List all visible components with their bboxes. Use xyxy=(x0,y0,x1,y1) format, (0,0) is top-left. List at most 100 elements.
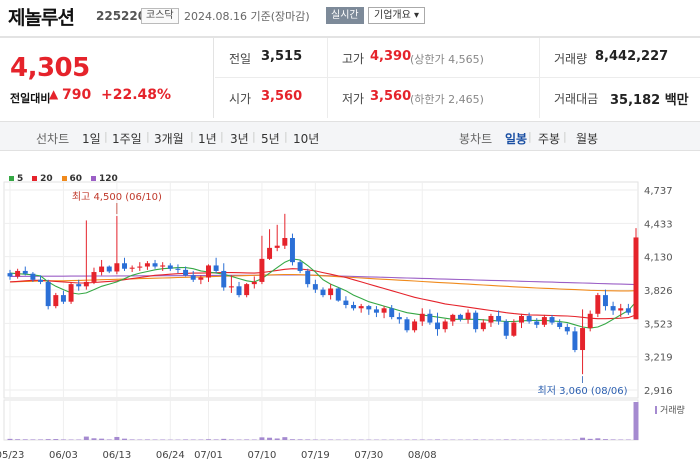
period-3m[interactable]: 3개월 xyxy=(154,132,184,146)
period-1y[interactable]: 1년 xyxy=(198,132,217,146)
period-10y[interactable]: 10년 xyxy=(293,132,320,146)
period-5y[interactable]: 5년 xyxy=(261,132,280,146)
volume-bar xyxy=(572,439,578,440)
candle-body xyxy=(137,266,143,268)
volume-bar xyxy=(435,439,440,440)
volume-bar xyxy=(144,439,150,440)
legend-ma20: 20 xyxy=(32,174,53,184)
volume-bar xyxy=(91,438,97,440)
candle-weekly[interactable]: 주봉 xyxy=(538,132,561,146)
upper-limit: (상한가 4,565) xyxy=(410,53,484,66)
candle-monthly[interactable]: 월봉 xyxy=(576,132,599,146)
candle-body xyxy=(450,314,456,322)
volume-bar xyxy=(267,437,273,440)
candle-body xyxy=(53,295,59,307)
volume-bar xyxy=(473,439,479,440)
volume-bar xyxy=(106,439,112,440)
x-tick-label: 06/13 xyxy=(102,450,131,461)
candle-body xyxy=(7,273,13,277)
y-tick-label: 3,523 xyxy=(644,319,673,330)
candle-body xyxy=(351,304,357,309)
y-tick-label: 4,433 xyxy=(644,219,673,230)
volume-bar xyxy=(60,439,66,440)
candle-body xyxy=(564,326,570,332)
volume-cell: 거래량 8,442,227 xyxy=(539,38,700,78)
diff-value: 790 xyxy=(62,87,92,103)
volume-bar xyxy=(45,439,51,440)
low-annotation: 최저 3,060 (08/06) xyxy=(538,385,628,397)
volume-bar xyxy=(15,439,21,440)
x-tick-label: 05/23 xyxy=(0,450,24,461)
x-tick-label: 07/01 xyxy=(194,450,223,461)
volume-bar xyxy=(282,437,288,440)
low-label: 저가 xyxy=(342,92,365,106)
volume-bar xyxy=(129,439,135,440)
volume-bar xyxy=(297,439,303,440)
x-tick-label: 06/24 xyxy=(156,450,185,461)
volume-bar xyxy=(228,439,234,440)
volume-legend-mark xyxy=(655,406,657,414)
volume-bar xyxy=(587,438,593,440)
candle-body xyxy=(305,270,311,285)
candle-body xyxy=(442,321,448,330)
candle-body xyxy=(572,331,578,351)
candle-body xyxy=(480,322,486,330)
y-tick-label: 4,737 xyxy=(644,186,673,197)
candle-body xyxy=(557,322,563,327)
current-price-box: 4,305 전일대비 ▲ 790 +22.48% xyxy=(0,38,214,118)
price-summary: 4,305 전일대비 ▲ 790 +22.48% 전일 3,515 고가 4,3… xyxy=(0,36,700,118)
candle-body xyxy=(45,281,51,307)
volume-bar xyxy=(580,437,586,440)
period-1d[interactable]: 1일 xyxy=(82,132,101,146)
corp-info-dropdown[interactable]: 기업개요 ▾ xyxy=(368,7,425,24)
volume-label: 거래량 xyxy=(554,52,588,66)
up-arrow-icon: ▲ xyxy=(49,87,59,101)
volume-bar xyxy=(122,438,127,440)
volume-bar xyxy=(30,439,36,440)
candle-body xyxy=(549,317,555,323)
stock-code: 225220 xyxy=(96,9,147,23)
legend-ma60: 60 xyxy=(61,174,82,184)
candle-daily[interactable]: 일봉 xyxy=(505,132,528,146)
period-1w[interactable]: 1주일 xyxy=(112,132,142,146)
candle-body xyxy=(335,288,341,301)
candle-body xyxy=(152,263,158,267)
volume-pane-frame xyxy=(3,399,639,441)
candle-body xyxy=(412,321,418,331)
current-price: 4,305 xyxy=(10,53,90,83)
candle-body xyxy=(190,275,196,280)
candle-body xyxy=(15,270,21,277)
volume-bar xyxy=(114,436,120,440)
candle-body xyxy=(274,245,280,248)
prev-close-value: 3,515 xyxy=(261,49,303,64)
volume-label: 거래량 xyxy=(660,404,685,416)
ma-legend: 5 20 60 120 xyxy=(9,174,124,184)
volume-bar xyxy=(610,439,616,440)
amount-label: 거래대금 xyxy=(554,92,599,106)
chart-canvas: 4,737 4,433 4,130 3,826 3,523 3,219 2,916 05/23… xyxy=(0,181,685,461)
candle-body xyxy=(396,317,402,320)
ma20-line xyxy=(9,268,637,320)
candle-body xyxy=(38,279,44,282)
candle-body xyxy=(251,281,257,285)
candle-body xyxy=(213,265,219,271)
lower-limit: (하한가 2,465) xyxy=(410,93,484,106)
candle-body xyxy=(381,308,387,313)
volume-bar xyxy=(244,439,250,440)
line-chart-label: 선차트 xyxy=(36,132,70,146)
high-value: 4,390 xyxy=(370,49,412,64)
volume-bar xyxy=(206,439,211,440)
candle-body xyxy=(526,315,532,322)
period-3y[interactable]: 3년 xyxy=(230,132,249,146)
candle-body xyxy=(76,284,82,287)
candle-body xyxy=(473,312,479,330)
amount-cell: 거래대금 35,182 백만 xyxy=(539,78,700,118)
market-badge: 코스닥 xyxy=(141,8,179,24)
diff-rate: +22.48% xyxy=(101,87,172,103)
volume-bar xyxy=(53,439,59,440)
stock-chart[interactable]: 5 20 60 120 4,737 4,433 4,130 3,826 3,523 3,2… xyxy=(0,168,700,464)
open-cell: 시가 3,560 xyxy=(215,78,327,118)
realtime-button[interactable]: 실시간 xyxy=(326,7,364,24)
candle-body xyxy=(22,270,28,274)
volume-bar xyxy=(259,437,265,440)
